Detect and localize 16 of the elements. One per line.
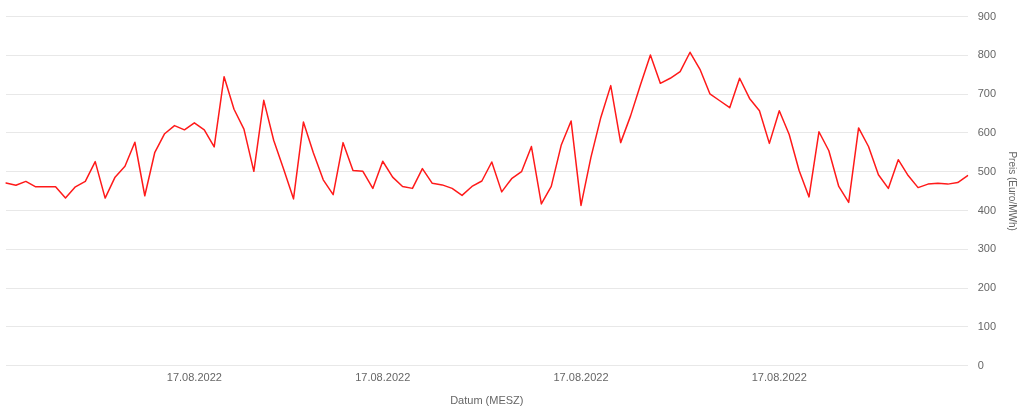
x-axis-title: Datum (MESZ): [450, 394, 524, 407]
x-tick-label: 17.08.2022: [751, 371, 807, 384]
y-tick-label: 900: [977, 9, 997, 22]
y-tick-label: 400: [977, 203, 997, 216]
x-tick-label: 17.08.2022: [166, 371, 222, 384]
y-axis-title: Preis (Euro/MWh): [1007, 151, 1019, 231]
y-tick-label: 500: [977, 164, 997, 177]
y-tick-label: 200: [977, 281, 997, 294]
y-tick-label: 700: [977, 87, 997, 100]
x-tick-label: 17.08.2022: [355, 371, 411, 384]
y-tick-label: 300: [977, 242, 997, 255]
y-tick-label: 100: [977, 319, 997, 332]
y-tick-label: 600: [977, 125, 997, 138]
x-tick-label: 17.08.2022: [553, 371, 609, 384]
y-tick-label: 0: [977, 358, 984, 371]
y-tick-label: 800: [977, 48, 997, 61]
